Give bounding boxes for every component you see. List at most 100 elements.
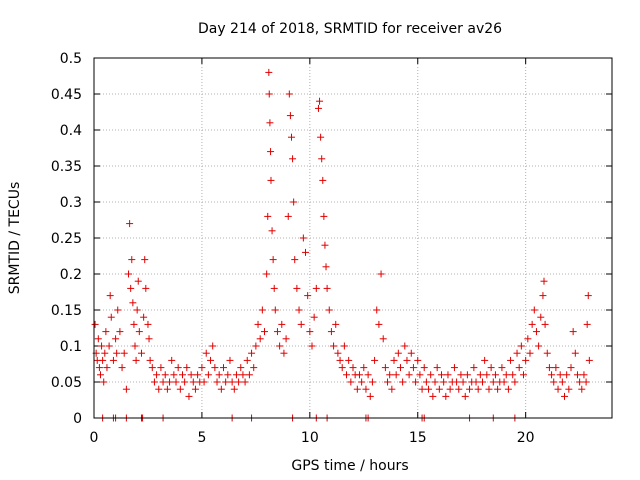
data-point [282, 335, 290, 343]
data-point [390, 356, 398, 364]
data-point [552, 364, 560, 372]
data-point [416, 371, 424, 379]
y-tick-label: 0.05 [51, 375, 82, 391]
data-point [306, 328, 314, 336]
data-point [130, 320, 138, 328]
data-point [444, 371, 452, 379]
data-point [583, 320, 591, 328]
data-point [479, 378, 486, 386]
y-tick-label: 0.2 [60, 267, 82, 283]
data-point [137, 349, 145, 357]
data-point [176, 385, 184, 393]
data-point [425, 385, 433, 393]
data-point [509, 371, 517, 379]
data-point [427, 371, 435, 379]
data-point [270, 284, 278, 292]
data-point [541, 320, 549, 328]
data-point [207, 356, 215, 364]
data-point [237, 364, 245, 372]
data-point [213, 378, 221, 386]
data-point [144, 320, 152, 328]
y-tick-label: 0.25 [51, 231, 82, 247]
data-point [267, 148, 275, 156]
data-point [323, 284, 331, 292]
data-point [573, 371, 581, 379]
data-point [481, 356, 489, 364]
data-point [530, 306, 538, 314]
data-point [550, 378, 558, 386]
data-point [321, 241, 329, 249]
data-point [524, 335, 532, 343]
data-point [101, 349, 109, 357]
data-point [362, 385, 370, 393]
data-point [470, 364, 478, 372]
data-point [222, 378, 230, 386]
data-point [371, 356, 379, 364]
data-point [252, 342, 260, 350]
data-point [386, 371, 394, 379]
data-point [388, 385, 396, 393]
data-point [232, 371, 240, 379]
data-point [401, 342, 409, 350]
data-point [355, 371, 363, 379]
y-tick-label: 0.5 [60, 51, 82, 67]
data-point [405, 371, 413, 379]
data-point [95, 364, 103, 372]
data-point [170, 371, 178, 379]
data-point [502, 371, 510, 379]
chart-title: Day 214 of 2018, SRMTID for receiver av2… [198, 21, 502, 37]
data-point [241, 378, 249, 386]
data-point [141, 256, 149, 264]
x-tick-label: 10 [301, 430, 319, 446]
data-point [189, 378, 197, 386]
x-tick-label: 5 [197, 430, 206, 446]
data-point [265, 90, 273, 98]
data-point [563, 371, 571, 379]
data-point [109, 356, 117, 364]
data-point [455, 385, 463, 393]
data-point [191, 385, 199, 393]
data-point [461, 392, 469, 400]
data-point [185, 392, 193, 400]
data-point [322, 263, 330, 271]
x-tick-label: 0 [90, 430, 99, 446]
data-point [168, 356, 176, 364]
data-point [106, 292, 114, 300]
data-point [360, 364, 368, 372]
data-point [567, 364, 575, 372]
data-point [580, 371, 588, 379]
data-point [429, 392, 437, 400]
data-point [293, 284, 301, 292]
data-point [472, 378, 480, 386]
data-point [312, 284, 320, 292]
data-point [290, 198, 298, 206]
data-point [122, 385, 130, 393]
data-point [554, 385, 562, 393]
x-tick-label: 15 [409, 430, 427, 446]
data-point [133, 306, 141, 314]
data-point [548, 371, 556, 379]
data-point [96, 371, 104, 379]
data-point [585, 356, 593, 364]
data-point [491, 371, 499, 379]
data-point [187, 371, 195, 379]
data-point [268, 227, 276, 235]
data-point [157, 364, 165, 372]
y-tick-label: 0.15 [51, 303, 82, 319]
data-point [320, 212, 328, 220]
data-point [128, 256, 136, 264]
data-point [285, 90, 293, 98]
data-point [498, 364, 506, 372]
data-point [146, 356, 154, 364]
data-point [330, 342, 338, 350]
data-point [412, 378, 420, 386]
y-axis-label: SRMTID / TECUs [7, 182, 23, 295]
data-point [318, 155, 326, 163]
data-point [198, 364, 206, 372]
data-point [263, 270, 271, 278]
data-point [256, 335, 264, 343]
data-point [435, 385, 443, 393]
data-point [569, 328, 577, 336]
data-point [99, 356, 107, 364]
data-point [105, 342, 113, 350]
